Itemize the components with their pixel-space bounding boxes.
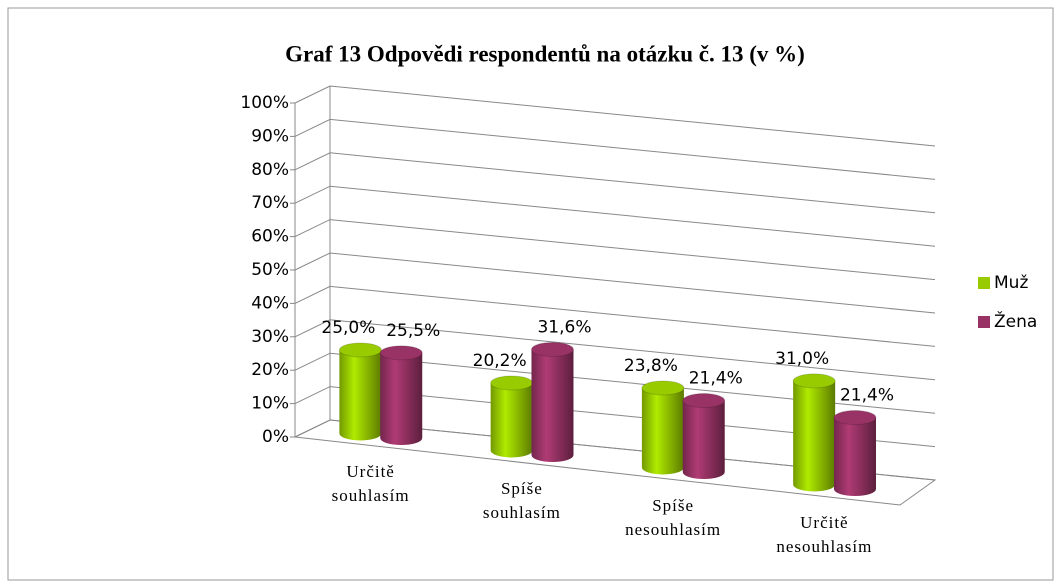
data-label: 23,8% (624, 356, 678, 376)
bar (338, 342, 382, 441)
legend-swatch (978, 316, 990, 328)
bar-top (682, 393, 726, 409)
bar-body (490, 382, 533, 458)
y-tick-label: 40% (251, 293, 289, 313)
y-tick-label: 70% (251, 193, 289, 213)
bar (833, 410, 877, 497)
bar-top (490, 375, 534, 391)
grid-line (294, 319, 936, 381)
bar-top (792, 373, 836, 389)
y-tick-label: 10% (251, 394, 289, 414)
bar (682, 393, 726, 480)
legend-swatch (978, 277, 990, 289)
bar-top (379, 345, 423, 361)
grid-line (294, 85, 936, 147)
data-label: 21,4% (840, 386, 894, 406)
bar (530, 341, 574, 463)
bar-body (339, 349, 382, 441)
bar (379, 345, 423, 446)
data-label: 31,0% (775, 349, 829, 369)
bar-body (793, 380, 836, 492)
x-tick-label: Určitě souhlasím (331, 461, 410, 505)
bar-body (833, 417, 876, 497)
bar-top (338, 342, 382, 358)
y-tick-label: 50% (251, 260, 289, 280)
y-tick-label: 80% (251, 160, 289, 180)
grid-line (294, 252, 936, 314)
bar (490, 375, 534, 458)
y-tick-label: 0% (262, 427, 289, 447)
grid-line (294, 185, 936, 247)
bar-body (641, 387, 684, 475)
bar (641, 380, 685, 475)
data-label: 25,0% (321, 318, 375, 338)
bar-top (833, 410, 877, 426)
chart-border (7, 7, 1054, 581)
y-tick-label: 30% (251, 327, 289, 347)
bar-body (682, 400, 725, 480)
bar (792, 373, 836, 492)
legend-label: Muž (994, 273, 1028, 293)
y-tick-label: 90% (251, 126, 289, 146)
y-tick-label: 100% (240, 93, 289, 113)
grid-line (294, 118, 936, 180)
y-tick-label: 20% (251, 360, 289, 380)
x-tick-label: Spíše nesouhlasím (625, 495, 722, 539)
data-label: 31,6% (537, 317, 591, 337)
data-label: 25,5% (386, 321, 440, 341)
bar-body (380, 352, 423, 446)
grid-line (294, 419, 936, 481)
data-label: 21,4% (689, 369, 743, 389)
bar-top (641, 380, 685, 396)
grid-line (294, 352, 936, 414)
legend-label: Žena (994, 310, 1037, 332)
grid-line (294, 152, 936, 214)
x-tick-label: Spíše souhlasím (482, 478, 561, 522)
bar-body (531, 349, 574, 463)
bar-top (530, 341, 574, 357)
grid-line (294, 386, 936, 448)
grid-line (294, 219, 936, 281)
data-label: 20,2% (473, 351, 527, 371)
chart-title: Graf 13 Odpovědi respondentů na otázku č… (285, 41, 805, 66)
x-tick-label: Určitě nesouhlasím (776, 512, 873, 556)
grid-line (294, 285, 936, 347)
y-tick-label: 60% (251, 227, 289, 247)
